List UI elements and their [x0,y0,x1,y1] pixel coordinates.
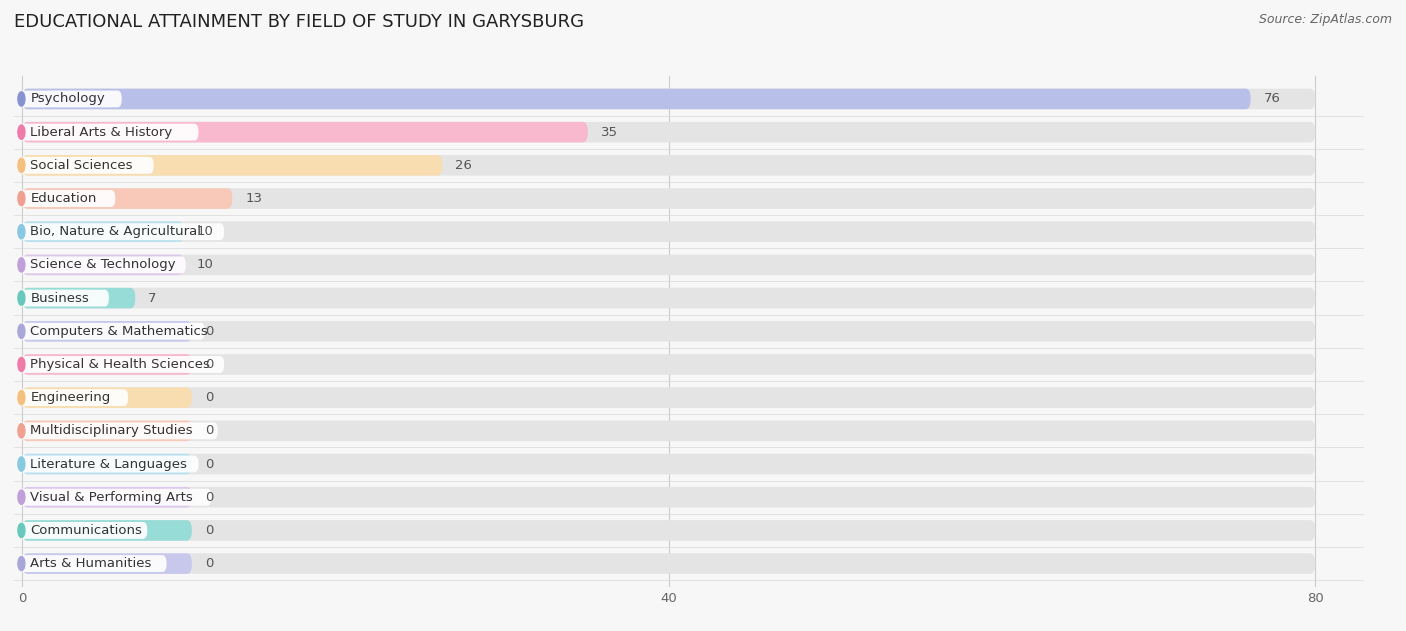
FancyBboxPatch shape [22,122,1316,143]
Circle shape [18,191,25,206]
FancyBboxPatch shape [22,487,1316,507]
FancyBboxPatch shape [17,124,198,141]
Text: Visual & Performing Arts: Visual & Performing Arts [31,491,193,504]
Circle shape [18,324,25,338]
FancyBboxPatch shape [17,456,198,473]
FancyBboxPatch shape [22,288,1316,309]
FancyBboxPatch shape [17,190,115,207]
Text: Communications: Communications [31,524,142,537]
Circle shape [18,357,25,372]
Text: 0: 0 [205,457,214,471]
FancyBboxPatch shape [22,155,443,175]
FancyBboxPatch shape [22,420,1316,441]
FancyBboxPatch shape [22,254,1316,275]
FancyBboxPatch shape [22,520,191,541]
Text: Multidisciplinary Studies: Multidisciplinary Studies [31,424,193,437]
Circle shape [18,158,25,172]
FancyBboxPatch shape [22,254,184,275]
Circle shape [18,457,25,471]
FancyBboxPatch shape [17,356,224,373]
Circle shape [18,225,25,239]
FancyBboxPatch shape [22,288,135,309]
FancyBboxPatch shape [22,321,1316,341]
Text: 13: 13 [245,192,262,205]
Text: Computers & Mathematics: Computers & Mathematics [31,325,208,338]
FancyBboxPatch shape [22,454,191,475]
FancyBboxPatch shape [22,454,1316,475]
Text: Bio, Nature & Agricultural: Bio, Nature & Agricultural [31,225,201,239]
FancyBboxPatch shape [17,90,122,107]
Text: 0: 0 [205,557,214,570]
FancyBboxPatch shape [17,389,128,406]
Text: Business: Business [31,292,89,305]
Text: Engineering: Engineering [31,391,111,404]
Text: Psychology: Psychology [31,93,105,105]
FancyBboxPatch shape [17,223,224,240]
Circle shape [18,125,25,139]
Text: 0: 0 [205,325,214,338]
Text: 0: 0 [205,424,214,437]
Text: 0: 0 [205,358,214,371]
FancyBboxPatch shape [22,188,232,209]
Text: 0: 0 [205,391,214,404]
FancyBboxPatch shape [22,520,1316,541]
Text: Liberal Arts & History: Liberal Arts & History [31,126,173,139]
FancyBboxPatch shape [22,387,191,408]
Text: Social Sciences: Social Sciences [31,159,132,172]
FancyBboxPatch shape [22,553,191,574]
Text: Physical & Health Sciences: Physical & Health Sciences [31,358,211,371]
Text: 26: 26 [456,159,472,172]
FancyBboxPatch shape [22,89,1251,109]
Text: Literature & Languages: Literature & Languages [31,457,187,471]
Circle shape [18,523,25,538]
FancyBboxPatch shape [22,420,191,441]
FancyBboxPatch shape [22,487,191,507]
Circle shape [18,490,25,504]
Text: Arts & Humanities: Arts & Humanities [31,557,152,570]
Circle shape [18,257,25,272]
FancyBboxPatch shape [22,221,1316,242]
Text: Science & Technology: Science & Technology [31,259,176,271]
FancyBboxPatch shape [17,290,108,307]
Text: Source: ZipAtlas.com: Source: ZipAtlas.com [1258,13,1392,26]
FancyBboxPatch shape [22,221,184,242]
Circle shape [18,291,25,305]
Text: 10: 10 [197,225,214,239]
Text: 10: 10 [197,259,214,271]
Circle shape [18,91,25,106]
Text: Education: Education [31,192,97,205]
Circle shape [18,557,25,571]
Circle shape [18,391,25,405]
FancyBboxPatch shape [22,321,191,341]
FancyBboxPatch shape [17,157,153,174]
FancyBboxPatch shape [17,323,205,339]
FancyBboxPatch shape [17,256,186,273]
FancyBboxPatch shape [22,553,1316,574]
FancyBboxPatch shape [22,188,1316,209]
FancyBboxPatch shape [22,122,588,143]
FancyBboxPatch shape [22,155,1316,175]
Text: 0: 0 [205,491,214,504]
Text: 35: 35 [600,126,617,139]
Text: EDUCATIONAL ATTAINMENT BY FIELD OF STUDY IN GARYSBURG: EDUCATIONAL ATTAINMENT BY FIELD OF STUDY… [14,13,583,31]
FancyBboxPatch shape [22,89,1316,109]
FancyBboxPatch shape [17,522,148,539]
FancyBboxPatch shape [17,422,218,439]
FancyBboxPatch shape [17,489,211,505]
Text: 0: 0 [205,524,214,537]
FancyBboxPatch shape [22,354,1316,375]
FancyBboxPatch shape [22,387,1316,408]
Text: 76: 76 [1264,93,1281,105]
FancyBboxPatch shape [22,354,191,375]
Circle shape [18,423,25,438]
Text: 7: 7 [148,292,156,305]
FancyBboxPatch shape [17,555,166,572]
